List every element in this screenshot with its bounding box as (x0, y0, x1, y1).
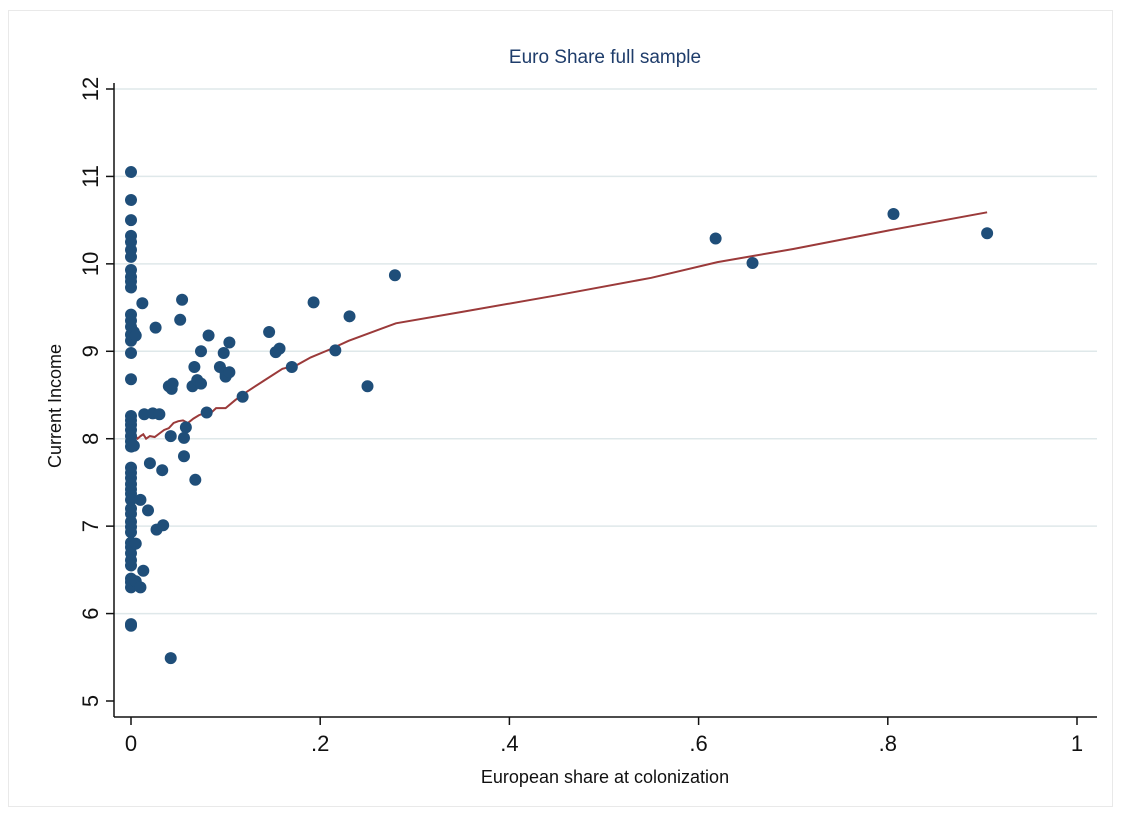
y-tick-label: 12 (78, 77, 103, 101)
x-tick-label: .6 (689, 731, 707, 756)
data-point (361, 380, 374, 393)
data-point (236, 390, 249, 403)
data-point (176, 293, 189, 306)
data-point (125, 526, 137, 539)
data-point (125, 194, 137, 207)
data-point (887, 208, 900, 221)
data-point (136, 297, 149, 310)
fit-line-layer (130, 211, 988, 444)
data-point (179, 421, 192, 434)
data-point (166, 377, 179, 390)
y-tick-label: 11 (78, 165, 103, 188)
data-point (134, 581, 147, 594)
data-point (195, 377, 208, 390)
data-point (709, 232, 722, 245)
fit-line (130, 211, 988, 444)
y-tick-label: 5 (78, 695, 103, 707)
data-point (195, 345, 208, 358)
x-tick-label: .2 (311, 731, 329, 756)
x-tick-label: .4 (500, 731, 518, 756)
data-point (125, 250, 137, 263)
data-point (217, 347, 230, 360)
chart-figure: Euro Share full sample 5 6 7 8 9 10 11 12 0 .2 .4.… (8, 10, 1113, 807)
x-axis-label: European share at colonization (481, 767, 729, 787)
y-tick-label: 8 (78, 433, 103, 445)
data-point (307, 296, 320, 309)
data-point (156, 464, 169, 477)
data-point (127, 439, 140, 452)
data-point (343, 310, 356, 323)
data-point (125, 214, 137, 227)
data-point (125, 559, 137, 572)
data-point (329, 344, 342, 357)
data-point (125, 347, 137, 360)
data-point (177, 431, 190, 444)
data-point (125, 281, 137, 294)
data-point (137, 564, 150, 577)
data-point (157, 519, 170, 532)
data-point (134, 493, 147, 506)
y-tick-label: 6 (78, 607, 103, 619)
points-layer (125, 166, 994, 665)
data-point (188, 361, 201, 374)
y-tick-label: 9 (78, 345, 103, 357)
data-point (746, 256, 759, 269)
scatter-plot: Euro Share full sample 5 6 7 8 9 10 11 12 0 .2 .4.… (45, 47, 1097, 787)
data-point (129, 537, 142, 550)
data-point (202, 329, 215, 342)
x-tick-label: 0 (125, 731, 137, 756)
data-point (223, 366, 236, 379)
data-point (981, 227, 994, 240)
data-point (177, 450, 190, 463)
data-point (164, 430, 177, 443)
data-point (164, 652, 177, 665)
chart-title: Euro Share full sample (509, 47, 701, 68)
y-tick-label: 7 (78, 520, 103, 532)
y-tick-label: 10 (78, 252, 103, 276)
data-point (263, 326, 276, 339)
data-point (125, 373, 137, 386)
data-point (388, 269, 401, 282)
x-tick-label: .8 (879, 731, 897, 756)
y-axis-label: Current Income (45, 344, 65, 468)
data-point (189, 473, 202, 486)
data-point (174, 313, 187, 326)
data-point (153, 408, 166, 421)
data-point (223, 336, 236, 349)
data-point (129, 329, 142, 342)
data-point (125, 493, 137, 506)
data-point (125, 619, 137, 632)
data-point (142, 504, 155, 517)
data-point (200, 406, 213, 419)
x-tick-label: 1 (1071, 731, 1083, 756)
tick-labels: 5 6 7 8 9 10 11 12 0 .2 .4 .6 .8 1 (78, 77, 1083, 756)
data-point (125, 166, 137, 179)
data-point (273, 342, 286, 355)
axes (106, 83, 1097, 725)
data-point (285, 361, 298, 374)
gridlines (114, 88, 1097, 615)
data-point (143, 457, 156, 470)
data-point (149, 321, 162, 334)
